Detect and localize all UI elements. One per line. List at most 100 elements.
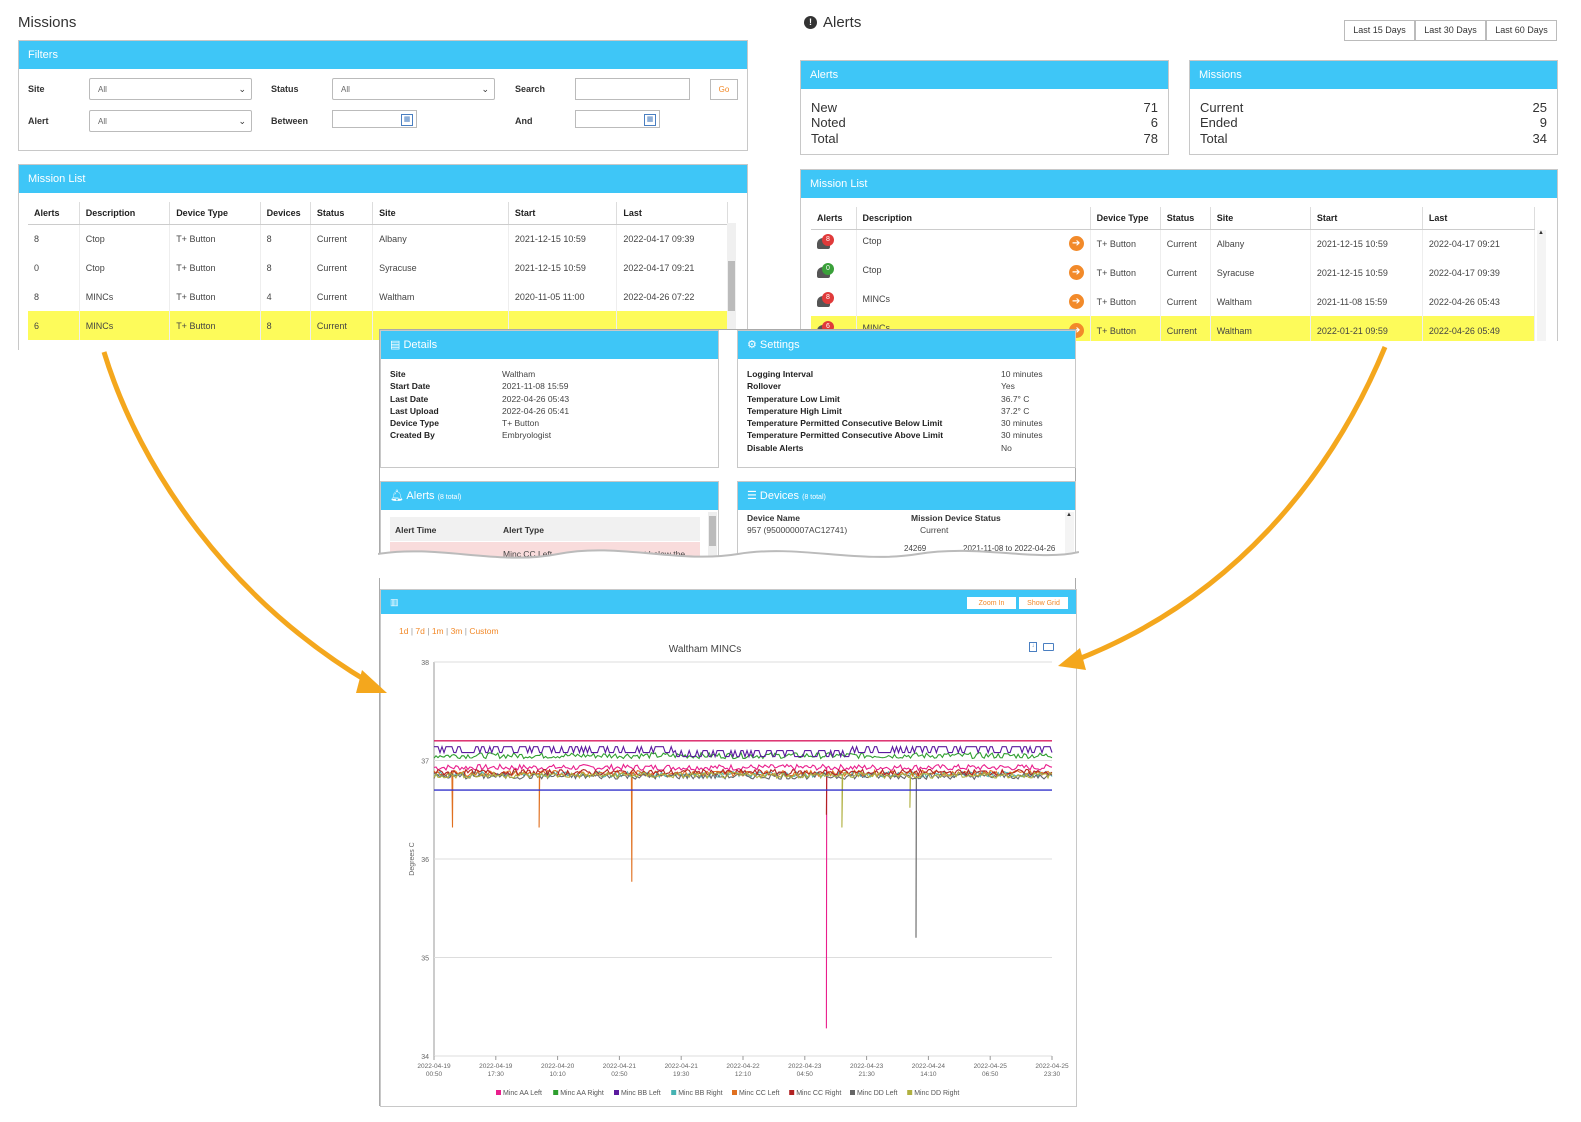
x-tick-label: 2022-04-25 06:50 bbox=[974, 1063, 1008, 1078]
table-row[interactable]: 8 MINCs T+ Button 4 Current Waltham 2020-11-05… bbox=[28, 282, 728, 311]
alerts-detail-scrollbar[interactable] bbox=[708, 512, 717, 572]
settings-title: Settings bbox=[759, 339, 800, 351]
details-keys: Site Start Date Last Date Last Upload Device… bbox=[390, 368, 439, 442]
x-tick-label: 2022-04-23 04:50 bbox=[788, 1063, 822, 1078]
and-label: And bbox=[515, 116, 533, 126]
alerts-noted-row[interactable]: Noted 6 bbox=[811, 115, 1158, 130]
between-date-input[interactable]: ▦ bbox=[332, 110, 417, 128]
column-header[interactable]: Site bbox=[372, 202, 509, 225]
table-cell: Waltham bbox=[372, 282, 509, 311]
column-header[interactable]: Description bbox=[856, 207, 1091, 230]
table-row[interactable]: 8 Ctop T+ Button 8 Current Albany 2021-12-15 1… bbox=[28, 224, 728, 253]
column-header[interactable]: Device Type bbox=[169, 202, 261, 225]
legend-entry[interactable]: Minc DD Left bbox=[857, 1090, 898, 1097]
table-row[interactable]: 8 Ctop ➔ T+ Button Current Albany 2021-12-15 1… bbox=[811, 229, 1536, 258]
arrow-right-icon[interactable]: ➔ bbox=[1068, 236, 1084, 252]
column-header[interactable]: Description bbox=[79, 202, 171, 225]
torn-edge-divider bbox=[378, 549, 1079, 578]
arrow-right-icon[interactable]: ➔ bbox=[1068, 294, 1084, 309]
table-cell: T+ Button bbox=[169, 311, 261, 340]
table-cell: 8 bbox=[260, 311, 311, 340]
column-header[interactable]: Last bbox=[1422, 207, 1536, 230]
column-header[interactable]: Last bbox=[616, 202, 728, 225]
range-7d-link[interactable]: 7d bbox=[415, 626, 425, 636]
table-row[interactable]: 8 MINCs ➔ T+ Button Current Waltham 2021-11-08… bbox=[811, 287, 1536, 316]
list-icon: ☰ bbox=[747, 490, 760, 502]
device-name[interactable]: 957 (950000007AC12741) bbox=[747, 525, 848, 535]
legend-entry[interactable]: Minc CC Left bbox=[739, 1090, 780, 1097]
status-select[interactable]: All ⌄ bbox=[332, 78, 495, 100]
scrollbar-thumb[interactable] bbox=[728, 261, 735, 311]
column-header[interactable]: Device Type bbox=[1090, 207, 1161, 230]
column-header[interactable]: Status bbox=[1160, 207, 1211, 230]
devices-scrollbar[interactable]: ▲ bbox=[1065, 512, 1074, 572]
table-cell: MINCs ➔ bbox=[856, 287, 1091, 316]
range-custom-link[interactable]: Custom bbox=[469, 626, 499, 636]
table-cell: 2022-01-21 09:59 bbox=[1310, 316, 1423, 341]
table-cell: 2022-04-17 09:21 bbox=[1422, 229, 1536, 258]
legend-entry[interactable]: Minc CC Right bbox=[796, 1090, 841, 1097]
show-grid-button[interactable]: Show Grid bbox=[1019, 597, 1068, 609]
column-header[interactable]: Devices bbox=[260, 202, 311, 225]
mission-description: Ctop bbox=[862, 265, 882, 275]
chart-title: Waltham MINCs bbox=[668, 644, 742, 655]
device-name-column: Device Name bbox=[747, 513, 800, 523]
column-header[interactable]: Status bbox=[310, 202, 374, 225]
range-1m-link[interactable]: 1m bbox=[431, 626, 444, 636]
setting-key: Temperature Permitted Consecutive Below … bbox=[747, 418, 943, 429]
column-header[interactable]: Alerts bbox=[28, 202, 80, 225]
stat-label: Ended bbox=[1200, 115, 1238, 130]
table-cell: Albany bbox=[372, 224, 509, 253]
arrow-right-icon[interactable]: ➔ bbox=[1068, 265, 1084, 280]
right-mission-list-panel: Mission List Alerts Description Device Typ… bbox=[800, 169, 1558, 341]
setting-key: Rollover bbox=[747, 381, 782, 392]
x-tick-label: 2022-04-21 19:30 bbox=[665, 1063, 699, 1078]
column-header[interactable]: Site bbox=[1210, 207, 1311, 230]
last-60-days-button[interactable]: Last 60 Days bbox=[1486, 20, 1557, 41]
settings-keys: Logging Interval Rollover Temperature Low … bbox=[747, 368, 943, 454]
range-1d-link[interactable]: 1d bbox=[399, 626, 409, 636]
alerts-new-row[interactable]: New 71 bbox=[811, 100, 1158, 115]
right-table-scrollbar[interactable]: ▲ bbox=[1537, 230, 1546, 341]
table-cell: Current bbox=[1160, 229, 1211, 258]
zoom-in-button[interactable]: Zoom In bbox=[967, 597, 1016, 609]
calendar-icon[interactable]: ▦ bbox=[401, 114, 413, 126]
search-input[interactable] bbox=[575, 78, 690, 100]
go-button[interactable]: Go bbox=[710, 79, 738, 100]
range-3m-link[interactable]: 3m bbox=[450, 626, 463, 636]
alerts-total-row[interactable]: Total 78 bbox=[811, 131, 1158, 146]
legend-entry[interactable]: Minc BB Left bbox=[621, 1090, 661, 1097]
and-date-input[interactable]: ▦ bbox=[575, 110, 660, 128]
last-30-days-button[interactable]: Last 30 Days bbox=[1415, 20, 1486, 41]
left-mission-list-panel: Mission List Alerts Description Device Typ… bbox=[18, 164, 748, 350]
left-table-scrollbar[interactable] bbox=[727, 223, 736, 350]
chevron-down-icon: ⌄ bbox=[238, 116, 246, 126]
last-15-days-button[interactable]: Last 15 Days bbox=[1344, 20, 1415, 41]
stat-value: 34 bbox=[1532, 131, 1547, 146]
missions-total-row[interactable]: Total 34 bbox=[1200, 131, 1547, 146]
bell-icon: 🔔︎ bbox=[390, 490, 407, 502]
missions-ended-row[interactable]: Ended 9 bbox=[1200, 115, 1547, 130]
site-select[interactable]: All ⌄ bbox=[89, 78, 252, 100]
filters-header: Filters bbox=[19, 41, 747, 69]
table-cell: 2021-11-08 15:59 bbox=[1310, 287, 1423, 316]
bell-icon: 8 bbox=[817, 292, 834, 308]
legend-entry[interactable]: Minc AA Right bbox=[560, 1090, 604, 1097]
column-header[interactable]: Start bbox=[508, 202, 618, 225]
legend-entry[interactable]: Minc BB Right bbox=[678, 1090, 722, 1097]
table-row[interactable]: 0 Ctop ➔ T+ Button Current Syracuse 2021-12-15… bbox=[811, 258, 1536, 287]
alert-select[interactable]: All ⌄ bbox=[89, 110, 252, 132]
x-tick-label: 2022-04-22 12:10 bbox=[726, 1063, 760, 1078]
table-cell: 2021-12-15 10:59 bbox=[508, 224, 618, 253]
print-icon[interactable] bbox=[1043, 643, 1054, 651]
column-header[interactable]: Start bbox=[1310, 207, 1423, 230]
legend-swatch bbox=[496, 1090, 501, 1095]
missions-current-row[interactable]: Current 25 bbox=[1200, 100, 1547, 115]
export-pdf-icon[interactable]: ↓ bbox=[1029, 642, 1037, 652]
column-header[interactable]: Alerts bbox=[811, 207, 857, 230]
settings-panel: ⚙ Settings Logging Interval Rollover Tempe… bbox=[737, 330, 1076, 468]
calendar-icon[interactable]: ▦ bbox=[644, 114, 656, 126]
legend-entry[interactable]: Minc AA Left bbox=[503, 1090, 542, 1097]
legend-entry[interactable]: Minc DD Right bbox=[914, 1090, 959, 1097]
